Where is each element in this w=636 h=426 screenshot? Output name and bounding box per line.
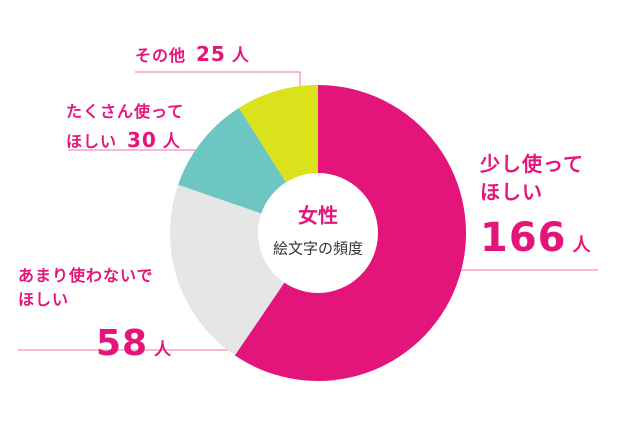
center-title: 女性: [298, 204, 338, 228]
category-label: その他: [135, 46, 187, 65]
value-label: 58: [96, 323, 149, 364]
category-label: たくさん使って ほしい: [66, 102, 185, 151]
unit-label: 人: [162, 132, 181, 152]
unit-label: 人: [154, 340, 173, 360]
category-label: あまり使わないで ほしい: [18, 266, 154, 309]
value-group: 25 人: [186, 42, 250, 66]
unit-label: 人: [231, 46, 250, 66]
value-label: 166: [480, 215, 567, 261]
value-label: 25: [196, 42, 226, 66]
value-label: 30: [127, 128, 157, 152]
data-label: その他 25 人: [135, 42, 250, 68]
category-label: 少し使って ほしい: [480, 152, 584, 204]
value-group: 166 人: [480, 216, 592, 268]
data-label: 少し使って ほしい 166 人: [480, 150, 592, 268]
center-subtitle: 絵文字の頻度: [273, 240, 363, 258]
leader-line: [135, 71, 301, 88]
donut-hole: [258, 173, 378, 293]
data-label: たくさん使って ほしい 30 人: [66, 98, 184, 156]
data-label: あまり使わないで ほしい 58 人: [18, 264, 172, 372]
unit-label: 人: [572, 235, 592, 256]
value-group: 30 人: [117, 128, 181, 152]
value-group: 58 人: [96, 322, 172, 372]
